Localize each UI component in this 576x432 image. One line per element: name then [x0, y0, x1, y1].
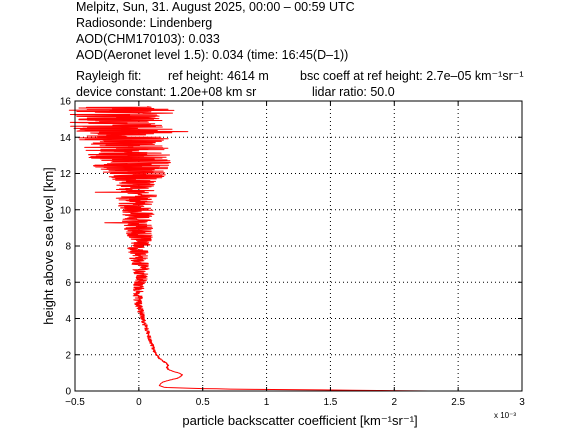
title-line-2: Radiosonde: Lindenberg: [76, 16, 213, 30]
x-tick-label: −0.5: [65, 397, 85, 408]
rayleigh-fit-label: Rayleigh fit:: [76, 69, 142, 83]
y-tick-label: 14: [60, 133, 72, 144]
y-axis-label: height above sea level [km]: [41, 167, 56, 325]
title-line-1: Melpitz, Sun, 31. August 2025, 00:00 – 0…: [76, 0, 355, 14]
y-tick-label: 10: [60, 205, 72, 216]
device-constant-text: device constant: 1.20e+08 km sr: [76, 85, 257, 99]
y-tick-label: 8: [65, 242, 71, 253]
x-axis-multiplier: x 10⁻³: [494, 411, 516, 420]
y-tick-label: 4: [65, 314, 71, 325]
bsc-coeff-text: bsc coeff at ref height: 2.7e–05 km⁻¹sr⁻…: [300, 69, 524, 83]
y-tick-label: 6: [65, 278, 71, 289]
lidar-ratio-text: lidar ratio: 50.0: [312, 85, 395, 99]
x-tick-label: 1: [264, 397, 270, 408]
y-tick-label: 12: [60, 169, 72, 180]
ref-height-text: ref height: 4614 m: [168, 69, 269, 83]
series-line-backscatter: [68, 106, 429, 392]
x-tick-label: 2: [392, 397, 398, 408]
title-line-4: AOD(Aeronet level 1.5): 0.034 (time: 16:…: [76, 48, 349, 62]
y-tick-label: 2: [65, 350, 71, 361]
x-tick-label: 0.5: [196, 397, 210, 408]
grid-lines: [75, 101, 522, 391]
x-tick-label: 3: [519, 397, 525, 408]
x-axis-label: particle backscatter coefficient [km⁻¹sr…: [182, 413, 417, 428]
y-tick-label: 0: [65, 387, 71, 398]
y-tick-label: 16: [60, 97, 72, 108]
title-line-3: AOD(CHM170103): 0.033: [76, 32, 220, 46]
x-tick-label: 2.5: [451, 397, 465, 408]
x-tick-label: 1.5: [323, 397, 337, 408]
x-tick-label: 0: [136, 397, 142, 408]
